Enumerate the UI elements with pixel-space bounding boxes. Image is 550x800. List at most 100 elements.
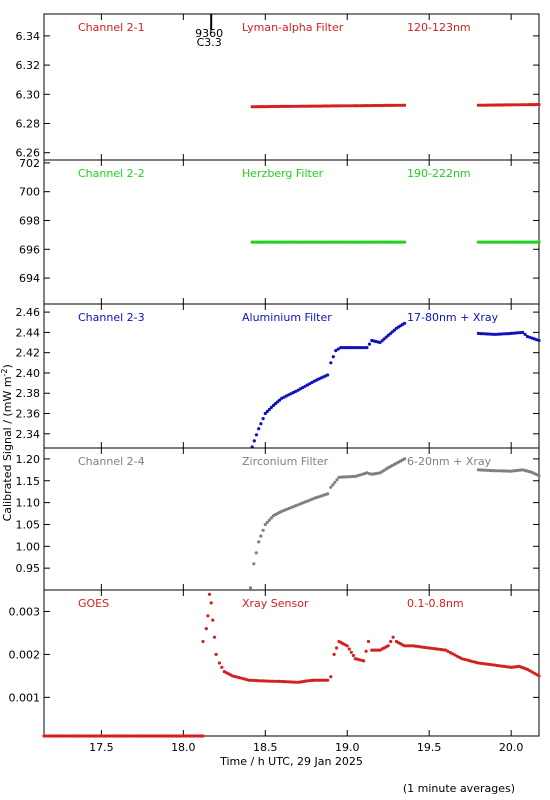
- data-point: [91, 734, 95, 738]
- y-tick-label: 6.30: [16, 88, 41, 101]
- data-point: [297, 240, 301, 244]
- data-point: [400, 240, 404, 244]
- data-point: [398, 240, 402, 244]
- data-point: [345, 240, 349, 244]
- data-point: [345, 644, 349, 648]
- data-point: [269, 516, 273, 520]
- data-point: [386, 644, 390, 648]
- data-point: [332, 104, 336, 108]
- panel-frame: [43, 589, 540, 737]
- filter-label: Herzberg Filter: [242, 167, 324, 180]
- data-point: [509, 331, 513, 335]
- data-point: [511, 331, 515, 335]
- data-point: [155, 734, 159, 738]
- data-point: [522, 103, 526, 107]
- data-point: [331, 483, 335, 487]
- data-point: [537, 102, 541, 107]
- data-point: [326, 492, 330, 496]
- y-tick-label: 2.46: [16, 306, 41, 319]
- data-point: [491, 240, 496, 244]
- data-point: [137, 734, 141, 738]
- data-point: [321, 240, 325, 244]
- data-point: [97, 734, 101, 738]
- data-point: [493, 663, 497, 667]
- y-tick-label: 2.38: [16, 387, 41, 400]
- data-point: [523, 332, 527, 336]
- data-point: [323, 240, 327, 244]
- data-point: [495, 469, 499, 473]
- data-point: [530, 240, 535, 244]
- data-point: [469, 659, 473, 663]
- data-point: [99, 734, 103, 738]
- x-tick-label: 17.5: [89, 741, 114, 754]
- data-point: [119, 734, 123, 738]
- data-point: [259, 679, 263, 683]
- data-point: [496, 103, 500, 107]
- data-point: [511, 103, 515, 107]
- data-point: [60, 734, 64, 738]
- data-point: [207, 592, 212, 596]
- data-series: [476, 240, 541, 244]
- panel-5: 0.001 0.002 0.003 GOES Xray Sensor 0.1-0.8nm: [9, 589, 541, 738]
- data-point: [524, 103, 528, 107]
- data-point: [458, 655, 462, 660]
- data-point: [344, 475, 348, 479]
- data-point: [44, 734, 48, 738]
- data-point: [358, 240, 362, 244]
- data-point: [364, 649, 368, 653]
- data-point: [486, 332, 490, 336]
- data-point: [270, 240, 274, 244]
- data-series: [42, 734, 205, 738]
- data-point: [291, 680, 295, 684]
- data-point: [281, 240, 285, 244]
- data-point: [319, 678, 323, 682]
- data-point: [441, 648, 445, 652]
- data-point: [254, 433, 259, 437]
- data-point: [272, 240, 276, 244]
- data-point: [481, 332, 485, 336]
- data-point: [265, 409, 269, 414]
- data-point: [252, 439, 256, 443]
- data-point: [332, 652, 336, 657]
- data-point: [194, 734, 198, 738]
- data-point: [259, 534, 263, 538]
- data-point: [363, 240, 367, 244]
- channel-label: GOES: [78, 597, 109, 610]
- data-point: [413, 644, 417, 648]
- data-point: [374, 240, 378, 244]
- data-point: [524, 240, 528, 244]
- data-point: [376, 103, 380, 108]
- data-point: [334, 104, 338, 108]
- data-point: [254, 551, 258, 555]
- data-point: [394, 103, 398, 107]
- data-point: [75, 734, 79, 738]
- y-tick-label: 696: [19, 243, 40, 256]
- data-series: [248, 457, 407, 590]
- y-tick-label: 2.36: [16, 408, 41, 421]
- data-point: [338, 240, 343, 244]
- data-point: [490, 469, 494, 473]
- data-point: [141, 734, 145, 738]
- data-point: [489, 103, 493, 107]
- y-tick-label: 2.40: [16, 367, 41, 380]
- data-point: [113, 734, 117, 738]
- data-point: [290, 240, 294, 244]
- data-point: [201, 734, 205, 738]
- data-point: [174, 734, 179, 738]
- data-point: [102, 734, 106, 738]
- data-point: [436, 647, 441, 651]
- data-point: [354, 104, 358, 108]
- data-point: [367, 342, 371, 346]
- data-point: [335, 646, 339, 650]
- data-point: [530, 103, 535, 107]
- data-point: [495, 332, 499, 336]
- data-point: [294, 240, 298, 244]
- data-point: [266, 240, 270, 244]
- data-point: [269, 405, 273, 409]
- data-point: [275, 679, 279, 683]
- channel-label: Channel 2-3: [78, 311, 145, 324]
- data-point: [522, 240, 526, 244]
- data-point: [263, 105, 267, 109]
- data-point: [453, 653, 457, 657]
- data-point: [259, 105, 263, 109]
